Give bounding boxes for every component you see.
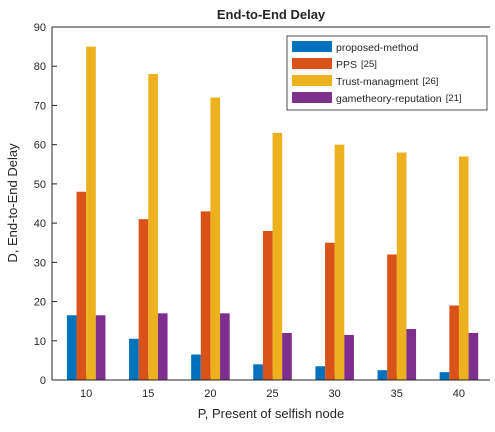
bar-gametheory-reputation: gametheory-reputation @ 10: 16.5 <box>95 315 106 380</box>
bars: proposed-method @ 10: 16.5PPS @ 10: 48Tr… <box>66 46 479 381</box>
bar-pps: PPS @ 10: 48 <box>76 191 87 380</box>
bar-trust-managment: Trust-managment @ 10: 85 <box>86 46 96 380</box>
bar-pps: PPS @ 25: 38 <box>262 230 273 380</box>
x-tick-label: 40 <box>453 388 465 400</box>
y-tick-label: 90 <box>34 22 46 34</box>
bar-gametheory-reputation: gametheory-reputation @ 40: 12 <box>468 332 479 380</box>
y-tick-label: 80 <box>34 61 46 73</box>
bar-proposed-method: proposed-method @ 10: 16.5 <box>66 315 77 380</box>
bar-proposed-method: proposed-method @ 15: 10.5 <box>129 338 139 380</box>
legend-label: gametheory-reputation <box>336 93 442 105</box>
bar-trust-managment: Trust-managment @ 35: 58 <box>396 152 407 380</box>
bar-pps: PPS @ 15: 41 <box>138 219 149 380</box>
legend-citation: [25] <box>361 59 377 70</box>
y-axis-ticks: 0 10 20 30 40 50 60 70 80 90 <box>34 22 57 387</box>
y-tick-label: 60 <box>34 140 46 152</box>
legend-citation: [21] <box>446 93 462 104</box>
legend-swatch <box>292 92 332 103</box>
x-tick-label: 25 <box>266 388 278 400</box>
legend-swatch <box>292 41 332 52</box>
y-tick-label: 40 <box>34 218 46 230</box>
x-tick-label: 10 <box>80 388 92 400</box>
y-tick-label: 10 <box>34 336 46 348</box>
x-tick-label: 30 <box>329 388 341 400</box>
bar-proposed-method: proposed-method @ 35: 2.5 <box>377 370 388 380</box>
bar-gametheory-reputation: gametheory-reputation @ 30: 11.5 <box>344 334 354 380</box>
x-axis-ticks: 10 15 20 25 30 35 40 <box>80 375 465 400</box>
bar-trust-managment: Trust-managment @ 15: 78 <box>148 74 158 381</box>
y-axis-label: D, End-to-End Delay <box>5 143 20 263</box>
bar-trust-managment: Trust-managment @ 25: 63 <box>272 132 283 380</box>
chart-title: End-to-End Delay <box>217 7 326 22</box>
bar-gametheory-reputation: gametheory-reputation @ 15: 17 <box>157 313 168 380</box>
bar-trust-managment: Trust-managment @ 40: 57 <box>458 156 469 380</box>
bar-trust-managment: Trust-managment @ 30: 60 <box>334 144 345 380</box>
bar-proposed-method: proposed-method @ 40: 2 <box>439 372 450 380</box>
bar-pps: PPS @ 30: 35 <box>325 242 335 380</box>
x-tick-label: 15 <box>142 388 154 400</box>
bar-pps: PPS @ 40: 19 <box>449 305 459 380</box>
y-tick-label: 70 <box>34 100 46 112</box>
x-tick-label: 35 <box>391 388 403 400</box>
y-tick-label: 50 <box>34 179 46 191</box>
legend-label: proposed-method <box>336 42 418 54</box>
bar-gametheory-reputation: gametheory-reputation @ 35: 13 <box>406 329 417 380</box>
legend-label: Trust-managment <box>336 76 419 88</box>
legend: proposed-method PPS [25] Trust-managment [26… <box>286 35 488 111</box>
x-tick-label: 20 <box>204 388 216 400</box>
bar-gametheory-reputation: gametheory-reputation @ 20: 17 <box>220 313 230 380</box>
legend-citation: [26] <box>423 76 439 87</box>
bar-pps: PPS @ 20: 43 <box>200 211 211 380</box>
bar-proposed-method: proposed-method @ 25: 4 <box>253 364 263 380</box>
bar-proposed-method: proposed-method @ 20: 6.5 <box>191 354 201 380</box>
legend-swatch <box>292 58 332 69</box>
legend-label: PPS <box>336 59 357 71</box>
bar-pps: PPS @ 35: 32 <box>387 254 397 380</box>
legend-swatch <box>292 75 332 86</box>
y-tick-label: 30 <box>34 257 46 269</box>
bar-trust-managment: Trust-managment @ 20: 72 <box>210 97 221 380</box>
y-tick-label: 20 <box>34 297 46 309</box>
y-tick-label: 0 <box>40 375 46 387</box>
bar-proposed-method: proposed-method @ 30: 3.5 <box>315 366 326 380</box>
bar-gametheory-reputation: gametheory-reputation @ 25: 12 <box>282 332 292 380</box>
x-axis-label: P, Present of selfish node <box>198 406 344 421</box>
